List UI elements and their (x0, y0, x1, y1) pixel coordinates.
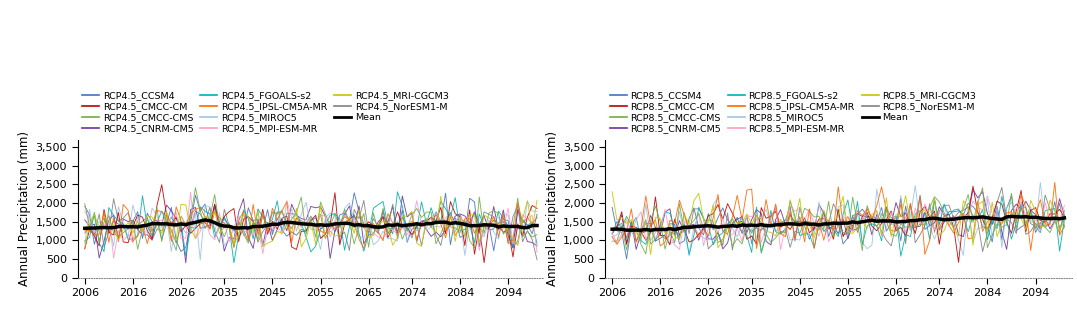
Y-axis label: Annual Precipitation (mm): Annual Precipitation (mm) (546, 131, 559, 286)
Y-axis label: Annual Precipitation (mm): Annual Precipitation (mm) (18, 131, 31, 286)
Legend: RCP8.5_CCSM4, RCP8.5_CMCC-CM, RCP8.5_CMCC-CMS, RCP8.5_CNRM-CM5, RCP8.5_FGOALS-s2: RCP8.5_CCSM4, RCP8.5_CMCC-CM, RCP8.5_CMC… (610, 91, 976, 134)
Legend: RCP4.5_CCSM4, RCP4.5_CMCC-CM, RCP4.5_CMCC-CMS, RCP4.5_CNRM-CM5, RCP4.5_FGOALS-s2: RCP4.5_CCSM4, RCP4.5_CMCC-CM, RCP4.5_CMC… (82, 91, 449, 134)
